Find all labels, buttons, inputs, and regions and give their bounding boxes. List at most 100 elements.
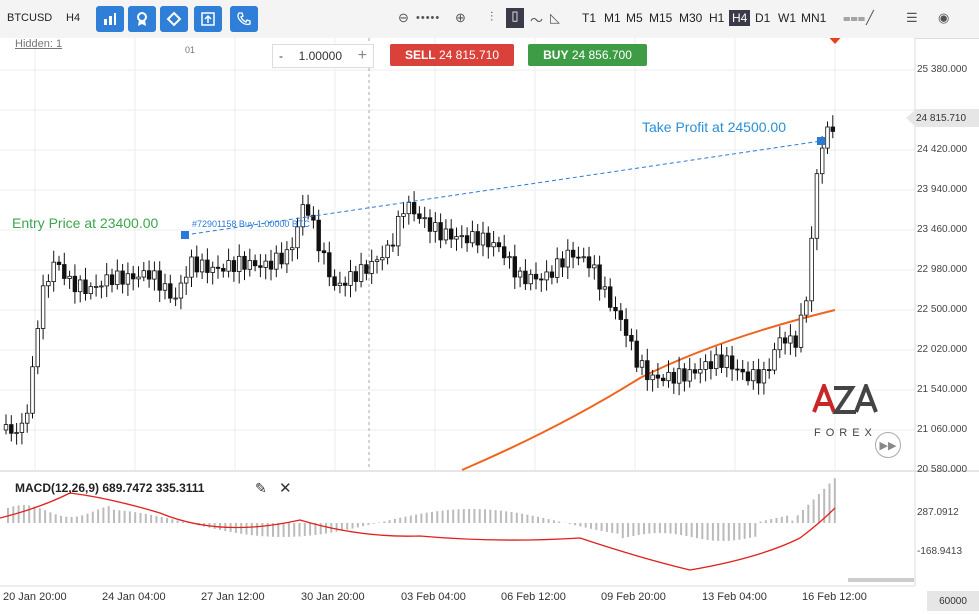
tf-MN1[interactable]: MN1 [801, 11, 827, 25]
close-icon[interactable]: ✕ [279, 480, 292, 497]
price-chart[interactable] [0, 38, 979, 614]
candle-type-icon[interactable]: ▯ [506, 8, 524, 28]
candle-body [820, 147, 825, 175]
tf-M15[interactable]: M15 [649, 11, 673, 25]
candle-body [72, 275, 78, 293]
candle-body [772, 349, 777, 371]
edit-icon[interactable]: ✎ [255, 480, 267, 496]
phone-icon [237, 12, 251, 26]
tf-D1[interactable]: D1 [755, 11, 771, 25]
hidden-objects-link[interactable]: Hidden: 1 [15, 38, 63, 50]
chart-toolbar: BTCUSD H4 ⊖ ••••• ⊕ ⫶ ▯ 〜 ◺ T1 M1 M5 M15… [0, 0, 979, 39]
price-tick: 22 020.000 [917, 344, 968, 355]
candle-body [130, 273, 136, 280]
candle-body [104, 274, 109, 287]
lot-value[interactable]: 1.00000 [298, 49, 343, 63]
candle-body [459, 235, 464, 238]
candle-body [247, 260, 252, 270]
candle-body [62, 264, 67, 279]
candle-body [549, 271, 555, 278]
candle-body [327, 252, 332, 278]
h-scrollbar[interactable] [848, 578, 914, 582]
scroll-to-end-button[interactable]: ▶▶ [875, 432, 901, 458]
current-price-label: 24 815.710 [906, 109, 979, 127]
candle-body [332, 276, 337, 286]
tf-H1[interactable]: H1 [709, 11, 725, 25]
bar-type-icon[interactable]: ⫶ [490, 9, 494, 24]
candle-body [512, 256, 517, 278]
candle-body [93, 285, 99, 288]
candle-body [809, 237, 814, 302]
timeframe-label[interactable]: H4 [66, 12, 81, 24]
tf-H4[interactable]: H4 [729, 10, 751, 26]
entry-marker[interactable] [181, 231, 189, 239]
candle-body [464, 235, 470, 244]
candles [3, 115, 835, 445]
date-tick: 16 Feb 12:00 [802, 591, 867, 603]
current-time-marker[interactable] [824, 38, 846, 44]
candle-body [528, 273, 533, 285]
tp-marker[interactable] [817, 137, 825, 145]
candle-body [67, 275, 72, 279]
candle-body [740, 368, 745, 373]
candle-body [544, 271, 549, 281]
candle-body [830, 126, 835, 132]
candle-body [608, 286, 613, 308]
draw-line-icon[interactable]: ╱ [866, 10, 874, 25]
candle-body [555, 258, 560, 278]
candle-body [40, 285, 46, 329]
diamond-button[interactable] [160, 6, 188, 32]
candle-body [337, 282, 343, 286]
buy-button[interactable]: BUY 24 856.700 [528, 44, 647, 66]
price-tick: 21 540.000 [917, 384, 968, 395]
candle-body [539, 278, 544, 281]
date-tick: 09 Feb 20:00 [601, 591, 666, 603]
candle-body [751, 369, 756, 382]
symbol-label[interactable]: BTCUSD [7, 12, 53, 24]
candle-body [782, 337, 788, 344]
lot-plus-button[interactable]: + [357, 47, 367, 64]
plot-background [0, 38, 915, 470]
lot-stepper[interactable]: - 1.00000 + [272, 44, 374, 68]
candle-body [501, 246, 507, 259]
candle-body [311, 214, 316, 221]
candle-body [395, 216, 401, 247]
candle-body [496, 242, 502, 248]
date-tick: 13 Feb 04:00 [702, 591, 767, 603]
price-tick: 22 500.000 [917, 304, 968, 315]
candle-body [226, 260, 231, 272]
phone-button[interactable] [230, 6, 258, 32]
sell-button[interactable]: SELL 24 815.710 [390, 44, 514, 66]
upload-button[interactable] [194, 6, 222, 32]
candle-body [369, 261, 374, 274]
award-button[interactable] [128, 6, 156, 32]
candle-body [417, 213, 422, 219]
candle-body [639, 360, 645, 368]
entry-price-label: Entry Price at 23400.00 [12, 215, 159, 231]
candle-body [358, 264, 364, 282]
tf-T1[interactable]: T1 [582, 11, 597, 25]
order-label[interactable]: #72901158 Buy 1.00000 BTC [192, 219, 310, 229]
lot-minus-button[interactable]: - [279, 49, 283, 63]
indicator-value-box[interactable]: 60000 [927, 591, 979, 611]
date-tick: 30 Jan 20:00 [301, 591, 365, 603]
candle-body [168, 283, 173, 299]
candle-body [194, 256, 199, 273]
indicators-icon[interactable]: ⩶ [843, 10, 866, 25]
tf-W1[interactable]: W1 [778, 11, 796, 25]
zoom-dots[interactable]: ••••• [416, 12, 441, 24]
candle-body [125, 273, 131, 285]
zoom-out-icon[interactable]: ⊖ [398, 10, 409, 25]
price-tick: 20 580.000 [917, 464, 968, 475]
area-type-icon[interactable]: ◺ [550, 10, 560, 25]
candle-body [411, 202, 417, 215]
chart-type-button[interactable] [96, 6, 124, 32]
tf-M30[interactable]: M30 [679, 11, 703, 25]
tf-M1[interactable]: M1 [604, 11, 621, 25]
price-tick: 23 940.000 [917, 184, 968, 195]
zoom-in-icon[interactable]: ⊕ [455, 10, 466, 25]
tf-M5[interactable]: M5 [626, 11, 643, 25]
line-type-icon[interactable]: 〜 [530, 13, 544, 28]
settings-icon[interactable]: ◉ [938, 10, 950, 25]
menu-icon[interactable]: ☰ [906, 10, 918, 25]
